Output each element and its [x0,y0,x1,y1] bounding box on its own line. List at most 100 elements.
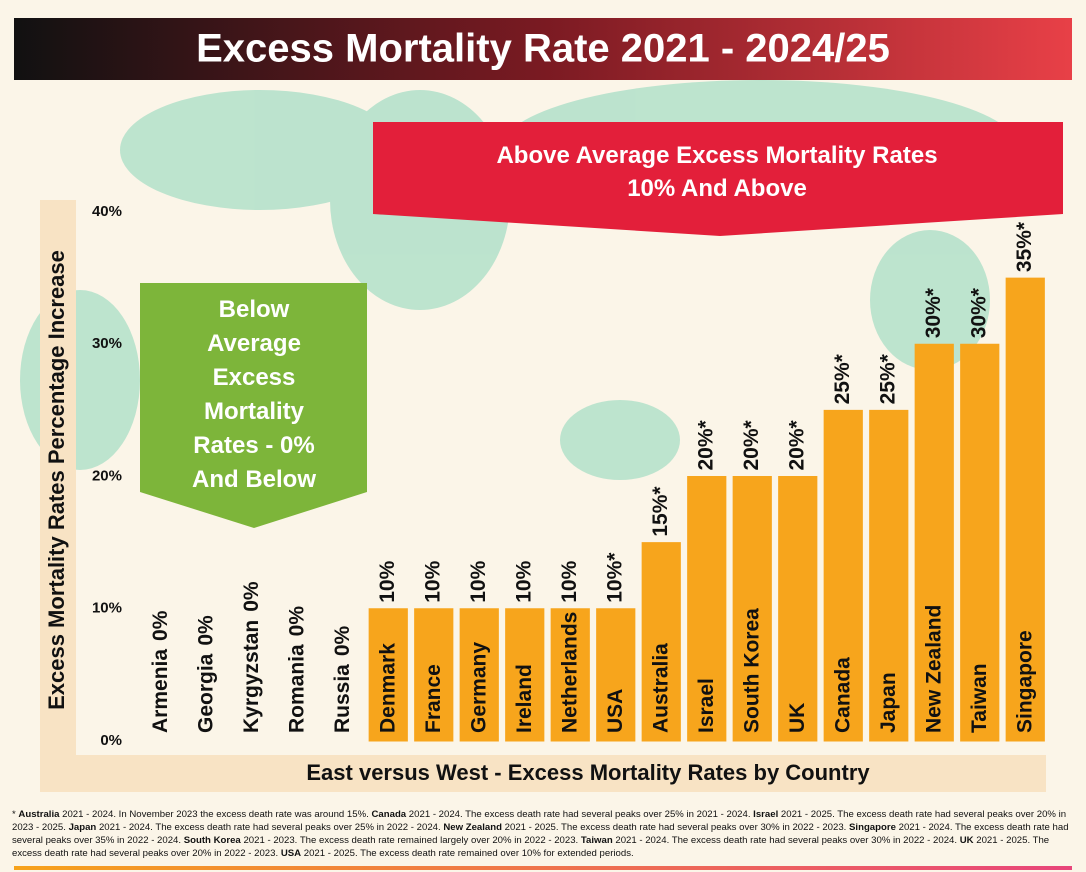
y-axis-label: Excess Mortality Rates Percentage Increa… [44,250,69,710]
bar-label: Canada [831,657,854,733]
bar [778,476,818,742]
value-label: 35%* [1013,221,1036,272]
note-text: 2021 - 2025. The excess death rate had s… [12,835,1050,859]
note-country: Australia [18,809,60,820]
x-axis-label: East versus West - Excess Mortality Rate… [306,760,870,785]
value-label: 20%* [740,419,763,470]
note-text: 2021 - 2024. The excess death rate had s… [406,809,751,820]
x-axis-band [40,755,1046,792]
banner-line: Rates - 0% [193,432,314,459]
banner-line: Average [207,330,301,357]
bar-label: Netherlands [558,612,581,733]
value-label: 10% [421,560,444,602]
value-label: 25%* [831,353,854,404]
value-label: 10% [512,560,535,602]
banner-line: Above Average Excess Mortality Rates [496,142,937,169]
bar-label: Japan [876,672,899,733]
bar [869,409,909,742]
y-axis-band [40,200,76,792]
value-label: 10%* [603,552,626,603]
note-country: South Korea [183,835,241,846]
note-text: 2021 - 2024. The excess death rate had s… [96,822,441,833]
bar-label: Kyrgyzstan 0% [239,581,262,733]
bar-label: Australia [649,643,672,733]
bar-label: Taiwan [967,663,990,733]
bar-label: France [421,664,444,733]
value-label: 0% [239,581,262,612]
value-label: 0% [194,615,217,646]
value-label: 0% [285,606,308,637]
x-tick-label: Romania [285,644,308,733]
bar [414,608,454,742]
x-tick-label: Israel [694,678,717,733]
x-tick-label: France [421,664,444,733]
note-country: Japan [68,822,97,833]
x-tick-label: Ireland [512,664,535,733]
bar-label: Germany [467,642,490,733]
footnote-marker: * [12,809,16,820]
bar-label: Ireland [512,664,535,733]
y-tick-label: 10% [92,600,122,617]
note-country: Israel [753,809,779,820]
x-tick-label: Taiwan [967,663,990,733]
x-tick-label: Netherlands [558,612,581,733]
footnote: * Australia 2021 - 2024. In November 202… [12,808,1074,860]
x-tick-label: Denmark [376,643,399,733]
bar [914,343,954,742]
bar-label: Armenia 0% [148,610,171,733]
above-banner-text: Above Average Excess Mortality Rates 10% … [496,142,937,202]
value-label: 10% [558,560,581,602]
bar-label: South Korea [740,608,763,733]
value-label: 25%* [876,353,899,404]
note-text: 2021 - 2024. The excess death rate had s… [12,822,1069,846]
note-text: 2021 - 2025. The excess death rate had s… [501,822,847,833]
bar-label: Singapore [1013,630,1036,733]
y-tick-label: 0% [100,732,122,749]
bar [823,409,863,742]
note-country: Canada [371,809,407,820]
value-label: 0% [330,625,353,656]
y-tick-label: 20% [92,467,122,484]
note-country: New Zealand [443,822,502,833]
note-text: 2021 - 2024. In November 2023 the excess… [59,809,369,820]
bar [550,608,590,742]
bar-label: Denmark [376,643,399,733]
note-country: USA [280,848,302,859]
bar-label: Israel [694,678,717,733]
y-tick-label: 40% [92,203,122,220]
x-tick-label: South Korea [740,608,763,733]
value-label: 10% [376,560,399,602]
banner-line: Excess [213,364,296,391]
x-tick-label: UK [785,703,808,733]
value-label: 30%* [967,287,990,338]
x-tick-label: Kyrgyzstan [239,620,262,733]
x-tick-label: Russia [330,664,353,733]
banner-line: And Below [192,466,316,493]
note-text: 2021 - 2025. The excess death rate remai… [301,848,634,859]
note-country: Taiwan [580,835,613,846]
bar [368,608,408,742]
y-tick-label: 30% [92,335,122,352]
chart-title: Excess Mortality Rate 2021 - 2024/25 [196,27,890,71]
value-label: 15%* [649,486,672,537]
bar [596,608,636,742]
note-text: 2021 - 2025. The excess death rate had s… [12,809,1067,833]
banner-line: 10% And Above [627,175,807,202]
x-tick-label: Armenia [148,649,171,733]
x-tick-label: Japan [876,672,899,733]
x-tick-label: Australia [649,643,672,733]
value-label: 20%* [694,419,717,470]
value-label: 20%* [785,419,808,470]
bar [641,542,681,742]
x-tick-label: Germany [467,642,490,733]
x-tick-label: Canada [831,657,854,733]
below-banner-text: Below Average Excess Mortality Rates - 0% And… [192,296,316,493]
note-text: 2021 - 2024. The excess death rate had s… [612,835,958,846]
note-text: 2021 - 2023. The excess death rate remai… [240,835,579,846]
bar [732,476,772,742]
value-label: 0% [148,610,171,641]
x-tick-label: Georgia [194,653,217,733]
bar-label: USA [603,689,626,733]
